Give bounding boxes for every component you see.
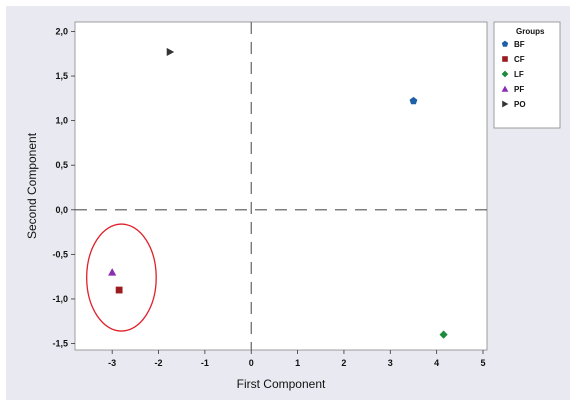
- y-tick-label: 1,0: [55, 116, 68, 126]
- highlight-ellipse: [86, 223, 157, 332]
- plot-area: [74, 21, 488, 351]
- x-tick-label: -2: [155, 358, 163, 368]
- y-tick-label: -0,5: [52, 249, 68, 259]
- y-tick-label: -1,5: [52, 339, 68, 349]
- legend-label-cf: CF: [514, 55, 525, 64]
- x-tick-label: 4: [434, 358, 439, 368]
- legend-label-bf: BF: [514, 40, 525, 49]
- y-tick-label: 0,5: [55, 160, 68, 170]
- legend-marker-po: [502, 100, 509, 108]
- data-point-cf: [115, 286, 123, 294]
- y-tick-label: 0,0: [55, 205, 68, 215]
- y-axis-title: Second Component: [25, 132, 39, 239]
- legend-marker-lf: [501, 70, 509, 78]
- scatter-plot: Groups First Component Second Component …: [25, 21, 561, 391]
- legend-marker-pf: [501, 85, 509, 92]
- legend-label-lf: LF: [514, 70, 524, 79]
- data-point-po: [166, 47, 175, 57]
- data-point-lf: [439, 330, 448, 339]
- x-tick-label: 3: [388, 358, 393, 368]
- data-point-pf: [108, 268, 117, 276]
- y-tick-label: -1,0: [52, 294, 68, 304]
- data-point-bf: [409, 96, 418, 105]
- y-tick-label: 1,5: [55, 71, 68, 81]
- x-tick-label: -1: [201, 358, 209, 368]
- legend-label-pf: PF: [514, 85, 524, 94]
- chart-frame: Groups First Component Second Component …: [6, 6, 570, 400]
- x-tick-label: 5: [480, 358, 485, 368]
- x-tick-label: 1: [295, 358, 300, 368]
- x-tick-label: 2: [341, 358, 346, 368]
- legend-label-po: PO: [514, 100, 526, 109]
- legend-marker-cf: [502, 56, 508, 62]
- x-axis-title: First Component: [237, 377, 326, 391]
- x-tick-label: -3: [108, 358, 116, 368]
- x-tick-label: 0: [249, 358, 254, 368]
- legend-marker-bf: [501, 40, 509, 47]
- y-tick-label: 2,0: [55, 26, 68, 36]
- legend-title: Groups: [516, 27, 545, 36]
